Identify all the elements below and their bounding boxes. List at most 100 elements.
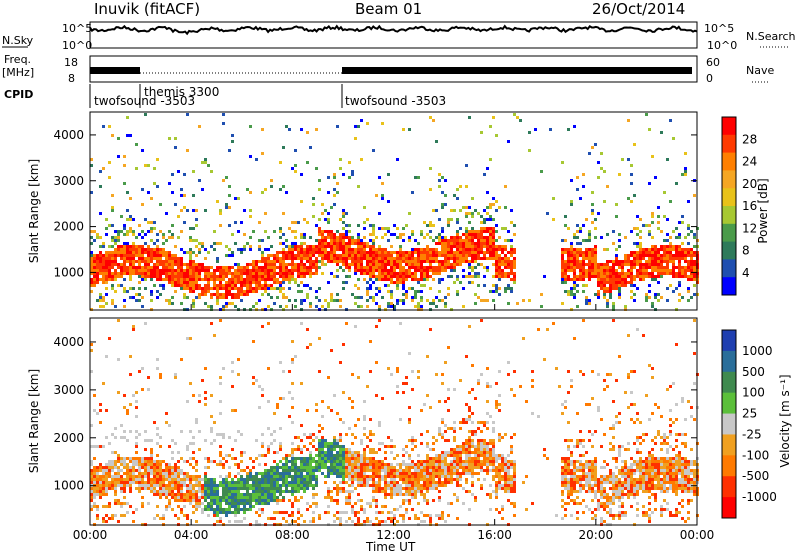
heatmap-cell bbox=[684, 269, 687, 272]
heatmap-cell bbox=[609, 293, 612, 296]
heatmap-cell bbox=[165, 257, 168, 260]
heatmap-cell bbox=[288, 275, 291, 278]
heatmap-cell bbox=[120, 269, 123, 272]
heatmap-cell bbox=[693, 284, 696, 287]
heatmap-cell bbox=[246, 263, 249, 266]
heatmap-cell bbox=[156, 427, 159, 430]
heatmap-cell bbox=[354, 424, 357, 427]
heatmap-cell bbox=[120, 478, 123, 481]
heatmap-cell bbox=[273, 499, 276, 502]
heatmap-cell bbox=[231, 284, 234, 287]
heatmap-cell bbox=[612, 281, 615, 284]
heatmap-cell bbox=[282, 463, 285, 466]
heatmap-cell bbox=[630, 272, 633, 275]
heatmap-cell bbox=[312, 511, 315, 514]
heatmap-cell bbox=[204, 302, 207, 305]
heatmap-cell bbox=[207, 478, 210, 481]
heatmap-cell bbox=[606, 281, 609, 284]
heatmap-cell bbox=[357, 296, 360, 299]
heatmap-cell bbox=[312, 203, 315, 206]
heatmap-cell bbox=[99, 478, 102, 481]
heatmap-cell bbox=[204, 158, 207, 161]
heatmap-cell bbox=[276, 469, 279, 472]
heatmap-cell bbox=[417, 460, 420, 463]
heatmap-cell bbox=[684, 251, 687, 254]
heatmap-cell bbox=[567, 278, 570, 281]
heatmap-cell bbox=[288, 281, 291, 284]
heatmap-cell bbox=[471, 227, 474, 230]
heatmap-cell bbox=[300, 514, 303, 517]
heatmap-cell bbox=[132, 481, 135, 484]
heatmap-cell bbox=[666, 251, 669, 254]
heatmap-cell bbox=[309, 436, 312, 439]
heatmap-cell bbox=[186, 149, 189, 152]
heatmap-cell bbox=[417, 281, 420, 284]
heatmap-cell bbox=[96, 266, 99, 269]
heatmap-cell bbox=[261, 484, 264, 487]
heatmap-cell bbox=[309, 460, 312, 463]
heatmap-cell bbox=[216, 520, 219, 523]
heatmap-cell bbox=[411, 370, 414, 373]
heatmap-cell bbox=[138, 281, 141, 284]
heatmap-cell bbox=[177, 451, 180, 454]
heatmap-cell bbox=[435, 242, 438, 245]
heatmap-cell bbox=[237, 499, 240, 502]
heatmap-cell bbox=[237, 272, 240, 275]
heatmap-cell bbox=[309, 251, 312, 254]
heatmap-cell bbox=[411, 233, 414, 236]
heatmap-cell bbox=[132, 511, 135, 514]
heatmap-cell bbox=[129, 505, 132, 508]
heatmap-cell bbox=[357, 269, 360, 272]
heatmap-cell bbox=[678, 254, 681, 257]
heatmap-cell bbox=[639, 257, 642, 260]
heatmap-cell bbox=[573, 272, 576, 275]
heatmap-cell bbox=[600, 152, 603, 155]
heatmap-cell bbox=[411, 463, 414, 466]
heatmap-cell bbox=[588, 233, 591, 236]
heatmap-cell bbox=[405, 508, 408, 511]
heatmap-cell bbox=[414, 475, 417, 478]
heatmap-cell bbox=[231, 361, 234, 364]
heatmap-cell bbox=[387, 254, 390, 257]
heatmap-cell bbox=[126, 134, 129, 137]
heatmap-cell bbox=[594, 143, 597, 146]
heatmap-cell bbox=[171, 478, 174, 481]
heatmap-cell bbox=[156, 475, 159, 478]
heatmap-cell bbox=[150, 484, 153, 487]
heatmap-cell bbox=[399, 478, 402, 481]
heatmap-cell bbox=[318, 260, 321, 263]
heatmap-cell bbox=[138, 269, 141, 272]
heatmap-cell bbox=[621, 263, 624, 266]
heatmap-cell bbox=[678, 236, 681, 239]
heatmap-cell bbox=[354, 475, 357, 478]
heatmap-cell bbox=[102, 481, 105, 484]
heatmap-cell bbox=[345, 520, 348, 523]
heatmap-cell bbox=[612, 230, 615, 233]
heatmap-cell bbox=[438, 472, 441, 475]
heatmap-cell bbox=[417, 269, 420, 272]
heatmap-cell bbox=[462, 275, 465, 278]
heatmap-cell bbox=[330, 469, 333, 472]
heatmap-cell bbox=[351, 466, 354, 469]
heatmap-cell bbox=[609, 287, 612, 290]
heatmap-cell bbox=[120, 487, 123, 490]
heatmap-cell bbox=[198, 269, 201, 272]
heatmap-cell bbox=[363, 475, 366, 478]
heatmap-cell bbox=[303, 457, 306, 460]
heatmap-cell bbox=[288, 299, 291, 302]
heatmap-cell bbox=[150, 275, 153, 278]
heatmap-cell bbox=[102, 469, 105, 472]
heatmap-cell bbox=[369, 433, 372, 436]
heatmap-cell bbox=[279, 242, 282, 245]
heatmap-cell bbox=[309, 454, 312, 457]
heatmap-cell bbox=[162, 514, 165, 517]
heatmap-cell bbox=[267, 502, 270, 505]
heatmap-cell bbox=[423, 278, 426, 281]
heatmap-cell bbox=[663, 245, 666, 248]
heatmap-cell bbox=[303, 269, 306, 272]
heatmap-cell bbox=[144, 487, 147, 490]
heatmap-cell bbox=[648, 182, 651, 185]
heatmap-cell bbox=[174, 499, 177, 502]
heatmap-cell bbox=[678, 272, 681, 275]
heatmap-cell bbox=[357, 251, 360, 254]
